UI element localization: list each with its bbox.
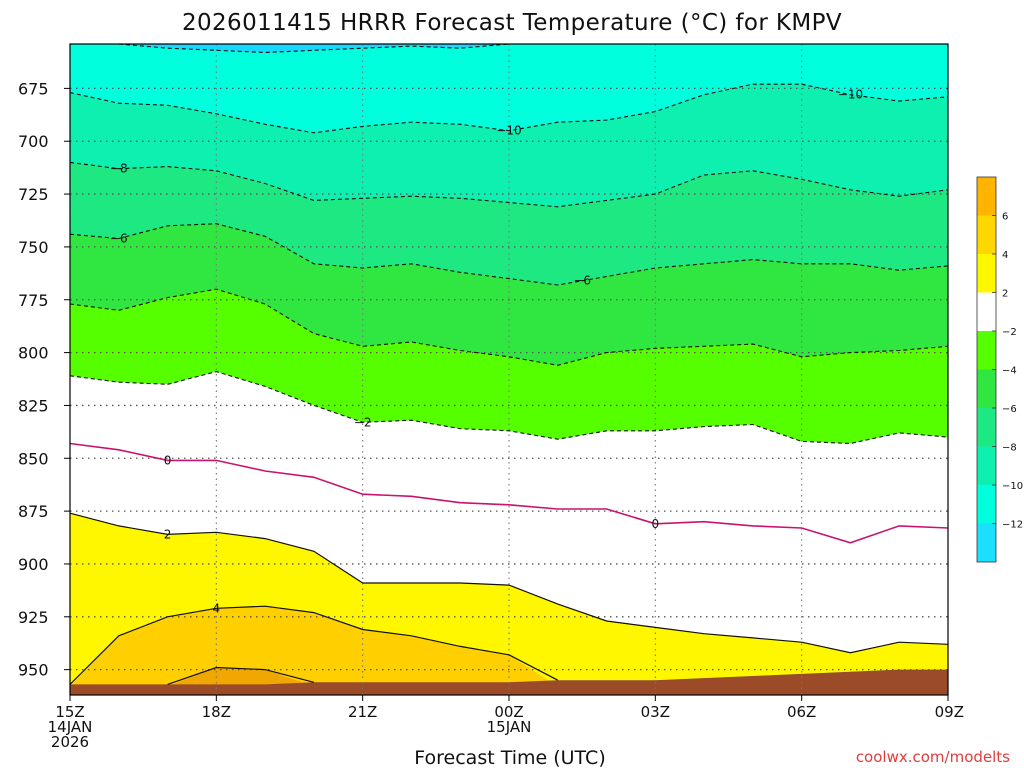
x-tick-label: 00Z 15JAN	[487, 703, 532, 736]
x-tick-label: 06Z	[787, 703, 816, 721]
y-tick-label: 775	[18, 291, 49, 310]
x-tick-label: 09Z	[935, 703, 964, 721]
contour-label: 0	[164, 453, 172, 467]
contour-line-minus-6	[69, 223, 949, 286]
contour-line-6	[167, 666, 315, 685]
plot-area: −10 −10 −8 −6 −6 −2 0 0 2 4	[69, 43, 949, 696]
contour-line-4	[69, 605, 559, 685]
colorbar-legend: 6 4 2 −2 −4 −6 −8 −10 −12	[976, 176, 1023, 563]
contour-line-minus-2	[69, 371, 949, 445]
contour-label: −6	[110, 231, 128, 245]
colorbar-tick-label: 4	[1002, 250, 1008, 261]
x-tick-label: 15Z 14JAN 2026	[48, 703, 93, 751]
contour-label: −8	[110, 162, 128, 176]
grid-lines	[70, 44, 948, 695]
y-tick-label: 700	[18, 132, 49, 151]
colorbar-swatch	[977, 446, 996, 485]
y-tick-label: 950	[18, 661, 49, 680]
y-axis: 675 700 725 750 775 800 825 850 875 900 925 950	[18, 79, 70, 680]
colorbar-tick-label: −6	[1002, 404, 1017, 415]
x-axis: 15Z 14JAN 2026 18Z 21Z 00Z 15JAN 03Z 06Z 09Z	[48, 695, 964, 751]
y-tick-label: 825	[18, 396, 49, 415]
y-tick-label: 725	[18, 185, 49, 204]
colorbar-tick-label: 6	[1002, 212, 1008, 223]
colorbar-tick-label: −8	[1002, 443, 1017, 454]
colorbar-swatch	[977, 292, 996, 331]
y-tick-label: 675	[18, 79, 49, 98]
contour-label: 2	[164, 527, 172, 541]
contour-line-0	[69, 442, 949, 544]
contour-lines	[69, 43, 949, 685]
contour-line-minus-10	[69, 83, 949, 134]
y-tick-label: 750	[18, 238, 49, 257]
x-axis-label: Forecast Time (UTC)	[414, 747, 605, 768]
colorbar-swatch	[977, 408, 996, 447]
contour-line-minus-4	[69, 288, 949, 366]
contour-line-minus-8	[69, 161, 949, 208]
y-tick-label: 800	[18, 344, 49, 363]
colorbar-swatch	[977, 369, 996, 408]
contour-label: −2	[354, 415, 372, 429]
x-tick-label: 21Z	[348, 703, 377, 721]
colorbar-swatch	[977, 215, 996, 254]
y-tick-label: 900	[18, 555, 49, 574]
colorbar-tick-label: −10	[1002, 481, 1023, 492]
fill-band-4_to_6	[70, 606, 558, 687]
chart-title: 2026011415 HRRR Forecast Temperature (°C…	[182, 10, 842, 36]
x-tick-label: 18Z	[202, 703, 231, 721]
colorbar-swatch	[977, 254, 996, 293]
colorbar-tick-label: −4	[1002, 366, 1017, 377]
contour-labels: −10 −10 −8 −6 −6 −2 0 0 2 4	[110, 88, 863, 616]
colorbar-tick-label: −12	[1002, 520, 1023, 531]
contour-line-2	[69, 512, 949, 654]
y-tick-label: 850	[18, 449, 49, 468]
contour-label: −10	[838, 88, 863, 102]
contour-label: −10	[496, 124, 521, 138]
colorbar-swatch	[977, 485, 996, 524]
colorbar-swatch	[977, 331, 996, 370]
credit-text: coolwx.com/modelts	[856, 748, 1010, 766]
y-tick-label: 875	[18, 502, 49, 521]
contour-label: 4	[213, 601, 221, 615]
y-tick-label: 925	[18, 608, 49, 627]
colorbar-tick-label: 2	[1002, 289, 1008, 300]
colorbar-tick-label: −2	[1002, 327, 1017, 338]
colorbar-swatch	[977, 523, 996, 562]
contour-label: −6	[573, 274, 591, 288]
colorbar-swatch	[977, 177, 996, 216]
x-tick-label: 03Z	[641, 703, 670, 721]
contour-label: 0	[652, 517, 660, 531]
